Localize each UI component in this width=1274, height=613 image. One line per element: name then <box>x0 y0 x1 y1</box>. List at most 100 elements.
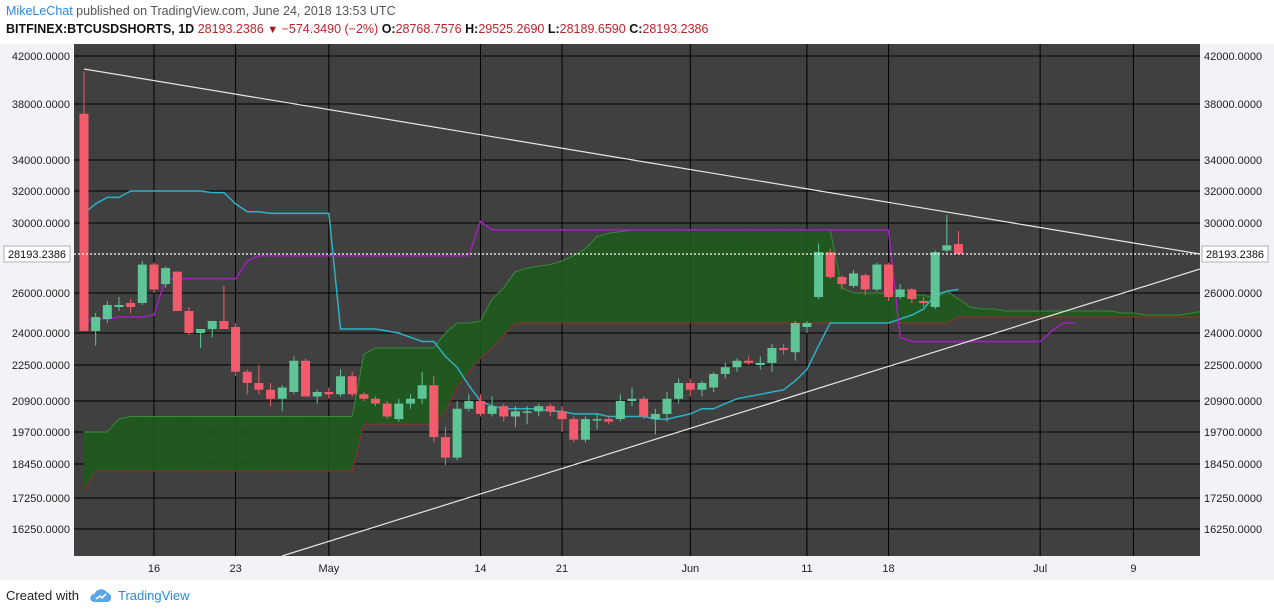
candle-body <box>849 273 859 286</box>
y-axis-label-right: 16250.0000 <box>1204 524 1262 536</box>
ichimoku-cloud-segment <box>1040 311 1052 317</box>
current-price-label-right: 28193.2386 <box>1206 249 1264 261</box>
candle-body <box>371 398 380 404</box>
candle-body <box>557 411 567 420</box>
candle-body <box>744 360 754 363</box>
y-axis-label-left: 30000.0000 <box>12 218 70 230</box>
y-axis-label-left: 16250.0000 <box>12 524 70 536</box>
candle-body <box>522 411 532 413</box>
y-axis-label-right: 19700.0000 <box>1204 427 1262 439</box>
ichimoku-cloud-segment <box>212 416 224 472</box>
candle-body <box>394 403 404 420</box>
ichimoku-cloud-segment <box>667 229 679 323</box>
candle-body <box>580 419 590 440</box>
high-label: H: <box>465 22 479 36</box>
ichimoku-cloud-segment <box>911 295 924 323</box>
candle-body <box>650 413 660 420</box>
candle-body <box>172 271 182 311</box>
senkou-span-b-line <box>83 316 1200 492</box>
ichimoku-cloud-segment <box>760 229 772 323</box>
ichimoku-cloud-segment <box>445 323 458 412</box>
candle-body <box>615 401 625 420</box>
candle-body <box>942 245 952 251</box>
candle-body <box>814 252 824 297</box>
ichimoku-cloud-segment <box>503 271 516 336</box>
x-axis-label: 23 <box>229 563 241 575</box>
candle-body <box>534 406 544 412</box>
ichimoku-cloud-segment <box>1063 311 1076 317</box>
price-change: −574.3490 (−2%) <box>281 22 379 36</box>
ichimoku-cloud-segment <box>352 354 364 472</box>
candle-body <box>91 317 101 331</box>
low-label: L: <box>547 22 560 36</box>
ichimoku-cloud-segment <box>585 236 598 323</box>
candle-body <box>767 347 777 363</box>
y-axis-label-left: 32000.0000 <box>12 186 70 198</box>
candle-body <box>685 383 695 390</box>
ichimoku-cloud-segment <box>1075 311 1087 317</box>
ichimoku-cloud-segment <box>970 307 982 317</box>
candle-body <box>242 371 252 383</box>
ichimoku-cloud-segment <box>1086 311 1099 317</box>
candle-body <box>592 419 602 421</box>
ichimoku-cloud-segment <box>527 266 539 323</box>
ichimoku-cloud-segment <box>608 231 621 323</box>
current-price-label-left: 28193.2386 <box>8 249 66 261</box>
ichimoku-cloud-segment <box>1005 311 1017 317</box>
y-axis-label-right: 20900.0000 <box>1204 396 1262 408</box>
candle-body <box>207 321 217 329</box>
price-chart[interactable]: 16 23 May 14 21 Jun 11 18 Jul 9 42000.0000 42000.00… <box>0 44 1274 580</box>
candle-body <box>79 113 89 331</box>
candle-body <box>732 360 742 368</box>
ichimoku-cloud-segment <box>573 248 586 323</box>
publish-info: MikeLeChat published on TradingView.com,… <box>6 4 396 18</box>
candle-body <box>429 385 439 438</box>
ichimoku-cloud-segment <box>317 416 329 472</box>
ichimoku-cloud-segment <box>328 416 341 472</box>
candle-body <box>231 327 241 372</box>
high-value: 29525.2690 <box>478 22 545 36</box>
open-label: O: <box>381 22 396 36</box>
x-axis-label: 21 <box>556 563 568 575</box>
candle-body <box>254 383 264 390</box>
ichimoku-cloud-segment <box>538 264 551 323</box>
descending-trendline <box>83 68 1200 255</box>
ichimoku-cloud-segment <box>247 416 259 472</box>
ichimoku-cloud-segment <box>946 291 959 323</box>
candle-body <box>417 385 427 399</box>
candle-body <box>196 329 206 333</box>
y-axis-label-right: 26000.0000 <box>1204 288 1262 300</box>
y-axis-label-left: 38000.0000 <box>12 99 70 111</box>
candle-body <box>954 244 963 254</box>
ichimoku-cloud-segment <box>1028 311 1041 317</box>
candle-body <box>872 264 882 290</box>
candle-body <box>697 383 707 390</box>
candle-body <box>499 406 509 417</box>
ichimoku-cloud-segment <box>678 229 691 323</box>
tenkan-sen-line <box>83 190 959 420</box>
candle-body <box>289 360 299 392</box>
ichimoku-cloud-segment <box>690 229 702 323</box>
footer: Created with TradingView <box>0 580 1274 613</box>
tradingview-cloud-icon[interactable] <box>88 588 114 604</box>
ichimoku-cloud-segment <box>188 416 201 472</box>
y-axis-label-right: 42000.0000 <box>1204 51 1262 63</box>
ichimoku-cloud-segment <box>1016 311 1029 317</box>
ichimoku-cloud-segment <box>550 260 563 323</box>
ichimoku-cloud-segment <box>410 347 423 425</box>
candle-body <box>184 311 194 333</box>
x-axis-label: May <box>318 563 339 575</box>
author-link[interactable]: MikeLeChat <box>6 4 73 18</box>
low-value: 28189.6590 <box>559 22 626 36</box>
candle-body <box>336 376 346 395</box>
ichimoku-cloud-segment <box>643 229 656 323</box>
ichimoku-cloud-segment <box>515 268 528 323</box>
y-axis-label-left: 19700.0000 <box>12 427 70 439</box>
ichimoku-cloud-segment <box>118 416 131 472</box>
down-arrow-icon: ▼ <box>267 24 279 36</box>
ichimoku-cloud-segment <box>153 416 166 472</box>
tradingview-link[interactable]: TradingView <box>118 588 190 603</box>
candle-body <box>277 387 287 399</box>
ichimoku-cloud-segment <box>620 229 633 323</box>
x-axis-label: 16 <box>148 563 160 575</box>
